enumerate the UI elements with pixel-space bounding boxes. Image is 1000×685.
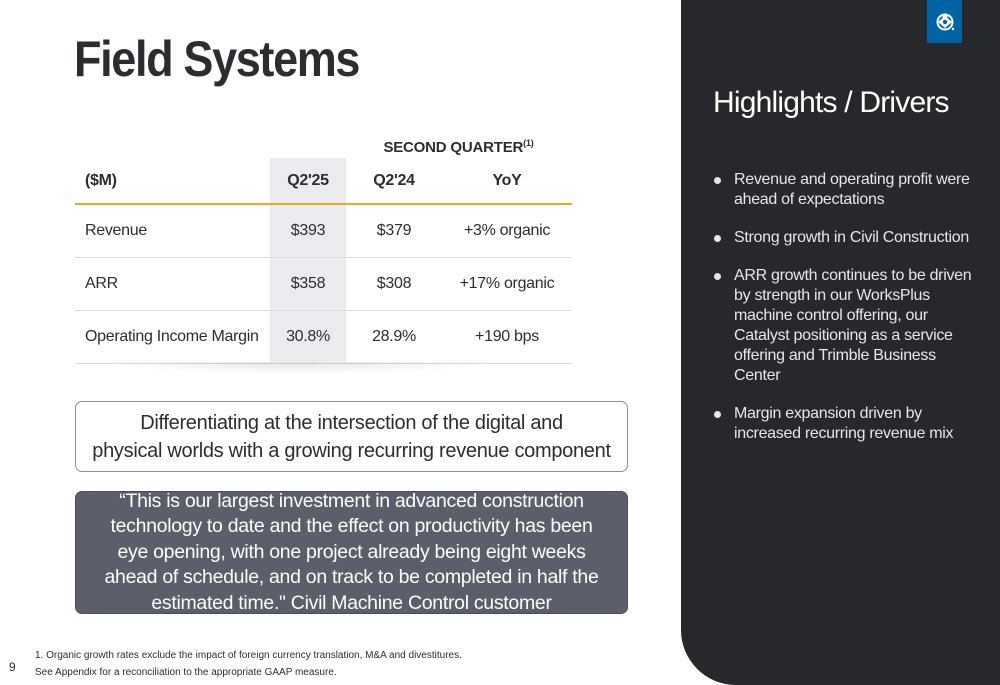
customer-quote-box: “This is our largest investment in advan… xyxy=(75,489,628,614)
table-header-row: ($M) Q2'25 Q2'24 YoY xyxy=(75,158,572,205)
bullet-icon xyxy=(714,235,721,242)
list-item: Strong growth in Civil Construction xyxy=(713,228,983,248)
cell-q225: $393 xyxy=(270,204,346,258)
cell-q224: 28.9% xyxy=(346,310,442,364)
differentiation-callout: Differentiating at the intersection of t… xyxy=(75,401,628,472)
footnote-2: See Appendix for a reconciliation to the… xyxy=(35,667,337,678)
list-item: ARR growth continues to be driven by str… xyxy=(713,266,983,386)
cell-yoy: +190 bps xyxy=(442,310,572,364)
page-number: 9 xyxy=(9,660,16,674)
column-header-q225: Q2'25 xyxy=(270,158,346,205)
trimble-globe-icon xyxy=(936,12,954,30)
callout-line-2: physical worlds with a growing recurring… xyxy=(92,439,611,462)
table-row-operating-income-margin: Operating Income Margin 30.8% 28.9% +190… xyxy=(75,310,572,364)
bullet-icon xyxy=(714,273,721,280)
panel-title: Highlights / Drivers xyxy=(713,86,950,119)
cell-q224: $379 xyxy=(346,204,442,258)
row-label: Operating Income Margin xyxy=(75,310,270,364)
table-row-revenue: Revenue $393 $379 +3% organic xyxy=(75,204,572,258)
cell-q225: $358 xyxy=(270,257,346,311)
bullet-icon xyxy=(714,411,721,418)
customer-quote-text: “This is our largest investment in advan… xyxy=(104,489,599,614)
cell-q224: $308 xyxy=(346,257,442,311)
column-header-yoy: YoY xyxy=(442,158,572,205)
column-header-q224: Q2'24 xyxy=(346,158,442,205)
highlights-panel: Highlights / Drivers Revenue and operati… xyxy=(681,0,1000,685)
row-label: ARR xyxy=(75,257,270,311)
cell-yoy: +17% organic xyxy=(442,257,572,311)
slide-title: Field Systems xyxy=(74,31,360,87)
cell-yoy: +3% organic xyxy=(442,204,572,258)
highlights-list: Revenue and operating profit were ahead … xyxy=(713,170,983,462)
row-label: Revenue xyxy=(75,204,270,258)
period-header: SECOND QUARTER(1) xyxy=(383,138,534,156)
column-header-unit: ($M) xyxy=(75,158,270,205)
trimble-logo xyxy=(927,0,962,43)
table-row-arr: ARR $358 $308 +17% organic xyxy=(75,257,572,311)
cell-q225: 30.8% xyxy=(270,310,346,364)
bullet-icon xyxy=(714,177,721,184)
financial-table: ($M) Q2'25 Q2'24 YoY Revenue $393 $379 +… xyxy=(75,158,572,364)
callout-line-1: Differentiating at the intersection of t… xyxy=(140,411,563,434)
list-item: Revenue and operating profit were ahead … xyxy=(713,170,983,210)
list-item: Margin expansion driven by increased rec… xyxy=(713,404,983,444)
table-shadow-divider xyxy=(100,362,500,374)
footnote-1: 1. Organic growth rates exclude the impa… xyxy=(35,650,462,661)
